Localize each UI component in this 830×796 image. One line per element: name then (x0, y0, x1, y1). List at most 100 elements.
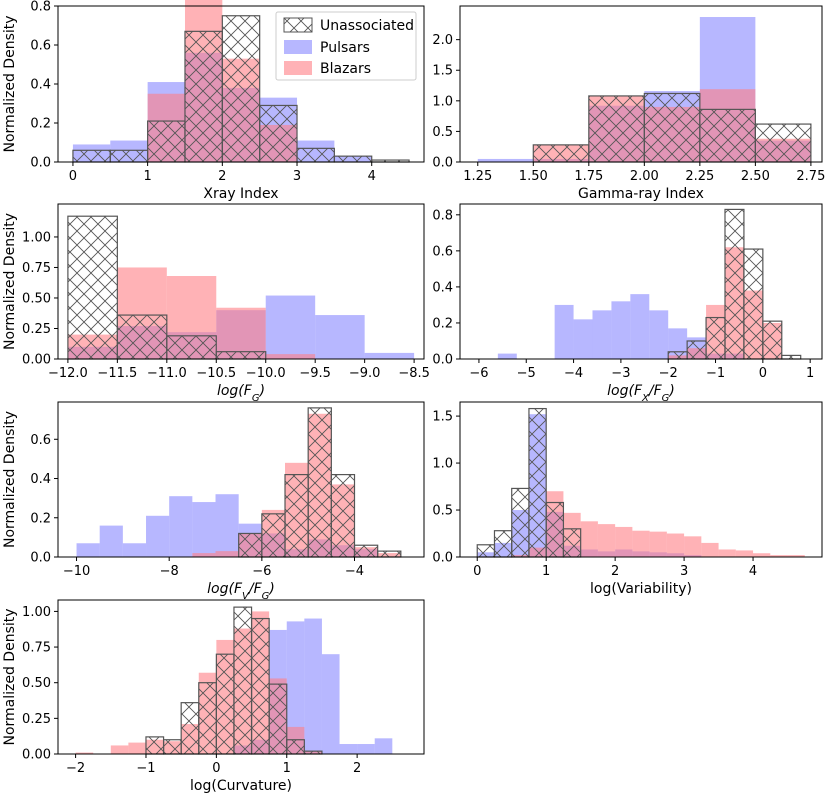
bar-pulsars (99, 525, 123, 557)
y-tick-label: 1.0 (432, 457, 453, 472)
bar-pulsars (573, 319, 593, 359)
y-tick-label: 0.2 (432, 316, 453, 331)
bar-unassociated (215, 351, 267, 360)
y-tick-label: 0.4 (30, 78, 51, 93)
bar-unassociated (493, 530, 513, 558)
y-tick-label: 0.6 (30, 433, 51, 448)
x-tick-label: −12.0 (48, 366, 88, 381)
x-tick-label: 0 (473, 564, 481, 579)
x-tick-label: −1 (706, 366, 725, 381)
legend-swatch-blazars (284, 61, 312, 75)
bar-blazars (192, 553, 216, 557)
bar-unassociated (333, 155, 373, 163)
bar-unassociated (762, 320, 783, 360)
bar-blazars (215, 551, 239, 557)
x-tick-label: 4 (368, 169, 376, 184)
panel-log-fg: −12.0 −11.5 −11.0 −10.5 −10.0 −9.5 −9.0 −8.5 0.0… (2, 203, 430, 404)
bar-pulsars (477, 158, 534, 162)
bar-unassociated (116, 314, 168, 360)
y-tick-label: 0.25 (22, 712, 51, 727)
bar-unassociated (532, 144, 590, 163)
x-tick-label: −4 (345, 564, 364, 579)
x-tick-label: 1 (806, 366, 814, 381)
x-tick-label: 0 (212, 761, 220, 776)
bar-blazars (718, 549, 736, 557)
bar-unassociated (699, 108, 756, 163)
x-axis-label: Xray Index (203, 186, 278, 202)
x-tick-label: −2 (66, 761, 85, 776)
bar-blazars (580, 521, 598, 557)
bar-blazars (597, 524, 616, 557)
bar-blazars (770, 555, 788, 557)
bar-pulsars (192, 502, 216, 557)
bar-blazars (265, 354, 316, 359)
x-tick-label: 2 (611, 564, 619, 579)
bar-unassociated (643, 92, 701, 163)
bar-blazars (684, 536, 702, 557)
bar-unassociated (377, 550, 402, 558)
bar-unassociated (686, 340, 707, 360)
bar-unassociated (705, 316, 726, 360)
x-tick-label: −8 (160, 564, 179, 579)
axes-frame (57, 599, 425, 755)
bar-blazars (128, 742, 146, 754)
bar-blazars (666, 533, 685, 557)
x-tick-label: −10 (63, 564, 90, 579)
x-tick-label: −1 (136, 761, 155, 776)
x-tick-label: −10.5 (196, 366, 236, 381)
x-tick-label: −9.5 (299, 366, 331, 381)
x-tick-label: −6 (252, 564, 271, 579)
bar-pulsars (146, 515, 170, 557)
bar-unassociated (250, 617, 270, 755)
x-tick-label: −5 (517, 366, 536, 381)
bar-pulsars (76, 543, 100, 557)
bar-unassociated (754, 123, 812, 163)
y-tick-label: 0.8 (30, 0, 51, 15)
bar-blazars (753, 553, 771, 557)
y-tick-label: 2.0 (432, 33, 453, 48)
x-tick-label: 2.25 (685, 169, 714, 184)
y-tick-label: 0.00 (22, 353, 51, 368)
bar-unassociated (180, 702, 200, 755)
y-tick-label: 0.4 (432, 280, 453, 295)
bar-unassociated (109, 149, 149, 163)
bars (72, 0, 410, 163)
legend-swatch-pulsars (284, 40, 312, 54)
x-tick-label: −9.0 (349, 366, 381, 381)
x-tick-label: −10.0 (246, 366, 286, 381)
panel-log-curvature: −2 −1 0 1 2 0.00 0.25 0.50 0.75 1.00 log(Curvature… (2, 599, 425, 794)
x-tick-label: 2.00 (630, 169, 659, 184)
bar-unassociated (545, 501, 565, 558)
y-tick-label: 0.0 (432, 156, 453, 171)
bar-unassociated (184, 30, 223, 163)
x-tick-label: 1.50 (519, 169, 548, 184)
bar-pulsars (122, 543, 147, 557)
bar-pulsars (215, 494, 239, 557)
bar-unassociated (268, 683, 288, 755)
axes-frame (459, 401, 823, 558)
x-tick-label: 0 (759, 366, 767, 381)
bar-pulsars (169, 496, 193, 557)
x-axis-label: log(FX/FG) (607, 383, 675, 404)
x-tick-label: −8.5 (398, 366, 430, 381)
y-tick-label: 0.0 (30, 551, 51, 566)
y-tick-label: 0.75 (22, 641, 51, 656)
y-tick-label: 0.4 (30, 472, 51, 487)
x-axis-label: log(FG) (217, 383, 265, 404)
bar-pulsars (304, 618, 322, 754)
x-tick-label: 1 (143, 169, 151, 184)
bar-blazars (110, 745, 129, 754)
bars (477, 17, 812, 163)
panel-log-variability: 0 1 2 3 4 0.0 0.5 1.0 1.5 log(Variability) (432, 401, 823, 597)
y-tick-label: 0.5 (432, 504, 453, 519)
y-tick-label: 0.5 (432, 125, 453, 140)
y-tick-label: 1.0 (432, 94, 453, 109)
bar-pulsars (321, 654, 340, 754)
axes-frame (57, 401, 425, 558)
bar-blazars (75, 752, 94, 754)
y-tick-label: 1.00 (22, 230, 51, 245)
bar-unassociated (511, 487, 530, 558)
x-tick-label: 1 (542, 564, 550, 579)
bar-unassociated (221, 15, 261, 163)
legend: Unassociated Pulsars Blazars (275, 11, 417, 81)
